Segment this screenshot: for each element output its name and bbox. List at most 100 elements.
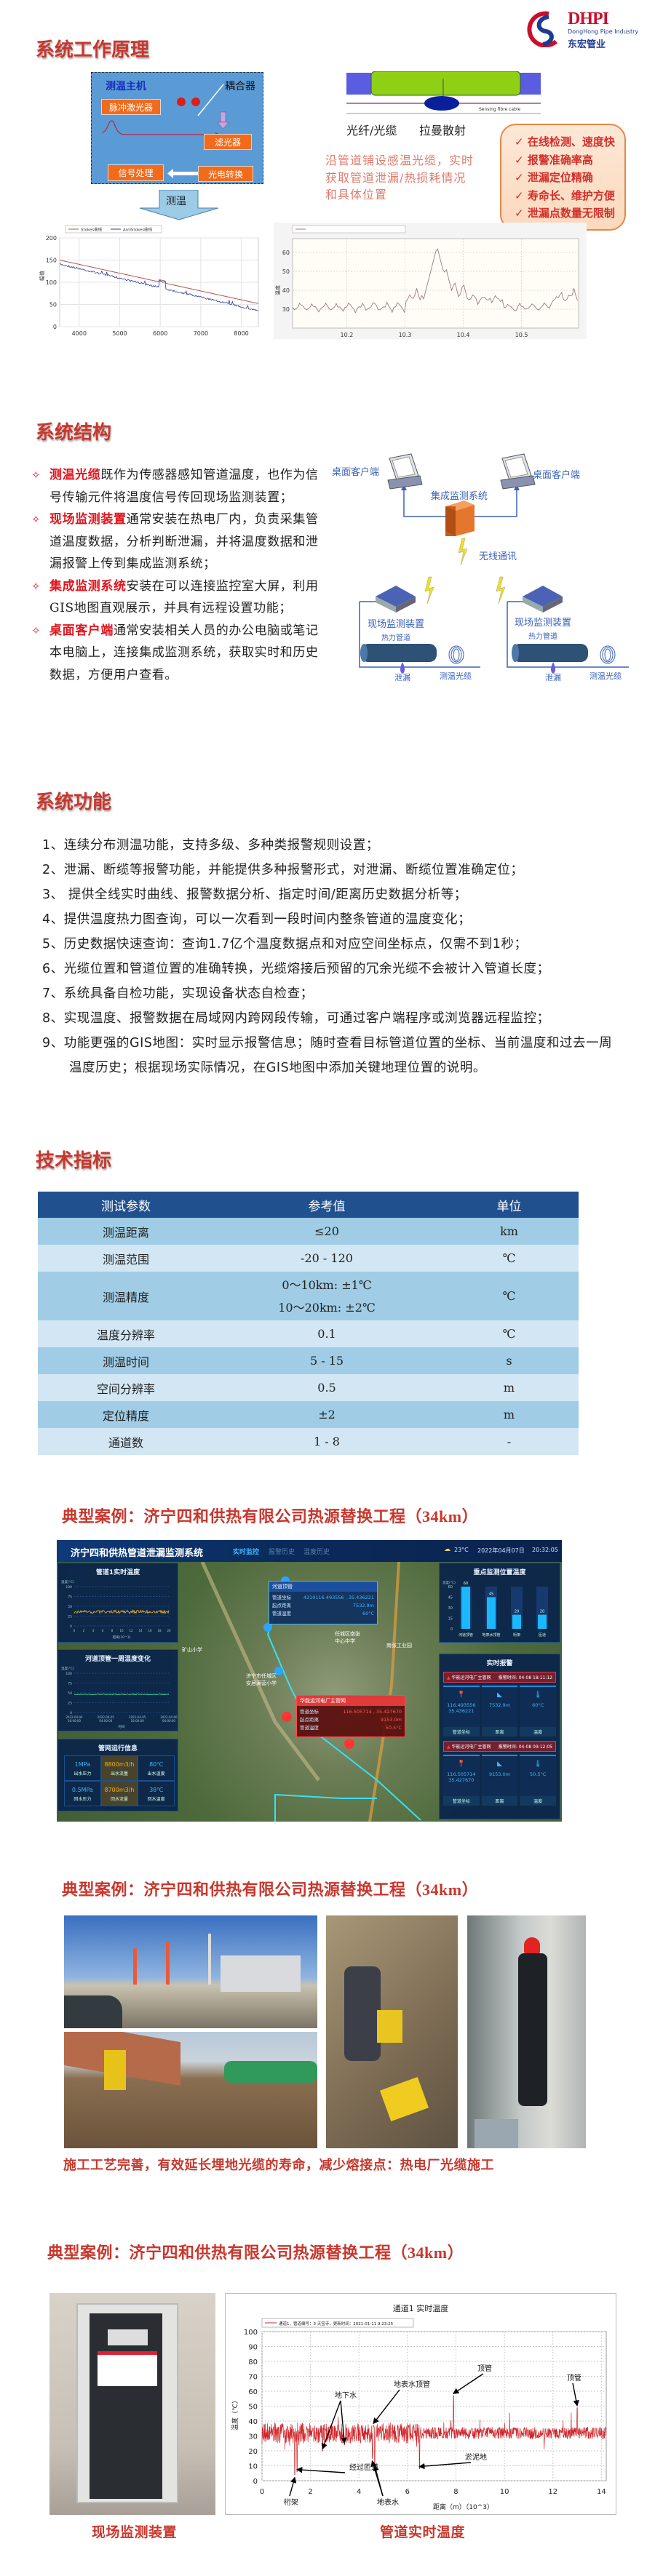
spec-unit: s bbox=[440, 1347, 579, 1374]
company-logo: DHPI DongHong Pipe Industry 东宏管业 bbox=[527, 9, 647, 50]
case1-title: 典型案例：济宁四和供热有限公司热源替换工程（34km） bbox=[62, 1507, 479, 1526]
panel-title: 实时报警 bbox=[486, 1660, 513, 1667]
bullet-icon: ✧ bbox=[31, 513, 41, 526]
x-axis-label: 时间 bbox=[119, 1724, 125, 1729]
weather-temp: 23°C bbox=[454, 1547, 469, 1553]
legend-box bbox=[292, 225, 406, 234]
features-box: ✓ 在线检测、速度快 ✓ 报警准确率高 ✓ 泄漏定位精确 ✓ 寿命长、维护方便 … bbox=[500, 124, 626, 231]
y-tick-label: 70 bbox=[248, 2374, 258, 2382]
network-info-cell: 38℃ 回水温度 bbox=[138, 1781, 175, 1806]
alarm-value: 116.505714 35.427670 bbox=[447, 1771, 476, 1783]
structure-item: ✧ 测温光缆既作为传感器感知管道温度，也作为信号传输元件将温度信号传回现场监测装置… bbox=[31, 464, 322, 509]
annotation-arrow bbox=[295, 2466, 346, 2473]
network-info-label: 出水流量 bbox=[110, 1771, 128, 1777]
bar bbox=[538, 1614, 547, 1629]
alarm-name: ▲ 华能运河电厂主管网 bbox=[447, 1675, 491, 1680]
x-tick-label: 6 bbox=[405, 2488, 410, 2496]
alarm-time: 报警时间: 04-08 09:12:05 bbox=[498, 1744, 552, 1750]
x-tick-label: 8 bbox=[111, 1629, 114, 1632]
alarm-value-label: 温度 bbox=[520, 1727, 556, 1736]
tab-temp-history[interactable]: 温度历史 bbox=[303, 1549, 330, 1556]
y-tick-label: 200 bbox=[46, 235, 57, 242]
structure-text: 通常安装在热电厂内，负责采集管道温度数据，分析判断泄漏，并将温度数据和泄漏报警上… bbox=[49, 512, 319, 571]
annotation-arrow bbox=[289, 2476, 297, 2497]
alarm-value: 60°C bbox=[532, 1702, 544, 1708]
structure-text: 通常安装相关人员的办公电脑或笔记本电脑上，连接集成监测系统，获取实时和历史数据，… bbox=[49, 623, 319, 682]
map-label: 济宁市任城区安居满营小学 bbox=[246, 1673, 277, 1686]
bullet-icon: ✧ bbox=[31, 579, 41, 593]
popup-river-pipe[interactable]: 河道顶管 管道坐标 4210116.493556 , 35.436221 起点距离… bbox=[269, 1581, 378, 1624]
feature-item: ✓ 泄漏点数量无限制 bbox=[515, 205, 624, 223]
check-icon: ✓ bbox=[515, 171, 524, 184]
alarm-value-cell: 🌡 50.5°C 温度 bbox=[520, 1755, 556, 1806]
structure-key: 测温光缆 bbox=[49, 468, 101, 482]
function-item: 9、功能更强的GIS地图：实时显示报警信息；随时查看目标管道位置的坐标、当前温度… bbox=[42, 1036, 613, 1075]
popup-alarm[interactable]: 华能运河电厂主管网 管道坐标 116.505714 , 35.427670 起点距… bbox=[296, 1695, 405, 1737]
spec-param: 测温范围 bbox=[38, 1245, 214, 1272]
pulse-wave bbox=[101, 120, 215, 135]
network-info-value: 0.5MPa bbox=[71, 1787, 93, 1793]
bar-value-label: 20 bbox=[515, 1610, 519, 1614]
spec-header: 参考值 bbox=[214, 1192, 440, 1218]
bar-category-label: 匝道 bbox=[539, 1632, 546, 1638]
feature-text: 泄漏点数量无限制 bbox=[527, 207, 615, 220]
y-tick-label: 20 bbox=[248, 2448, 258, 2456]
y-tick-label: 75 bbox=[68, 1682, 72, 1686]
x-tick-label: 2022-04-05 04:00:00 bbox=[98, 1715, 115, 1723]
alarm-list: ▲ 华能运河电厂主管网 报警时间: 04-08 18:11:12 📍 116.4935… bbox=[440, 1672, 560, 1806]
feature-item: ✓ 寿命长、维护方便 bbox=[515, 188, 624, 206]
annotation-label: 顶管 bbox=[477, 2364, 492, 2373]
down-arrow-icon bbox=[140, 190, 218, 220]
x-tick-label: 14 bbox=[138, 1629, 143, 1632]
x-tick-label: 10 bbox=[500, 2488, 509, 2496]
y-tick-label: 80 bbox=[248, 2358, 258, 2366]
spec-param: 空间分辨率 bbox=[38, 1374, 214, 1401]
logo-cn: 东宏管业 bbox=[568, 39, 606, 50]
y-axis-label: 温度(°C) bbox=[442, 1580, 456, 1585]
network-info-cell: 0.5MPa 回水压力 bbox=[64, 1781, 101, 1806]
structure-list: ✧ 测温光缆既作为传感器感知管道温度，也作为信号传输元件将温度信号传回现场监测装置… bbox=[31, 464, 322, 686]
popup-coord-label: 管道坐标 bbox=[300, 1709, 319, 1715]
spec-unit: ℃ bbox=[440, 1320, 579, 1347]
tab-realtime[interactable]: 实时监控 bbox=[233, 1549, 260, 1556]
temperature-line bbox=[292, 248, 578, 314]
thermometer-icon: 🌡 bbox=[533, 1691, 542, 1699]
ruler-icon: ◣ bbox=[497, 1760, 502, 1768]
server-label: 集成监测系统 bbox=[431, 490, 488, 502]
principle-description: 沿管道铺设感温光缆，实时获取管道泄漏/热损耗情况和具体位置 bbox=[325, 153, 475, 202]
x-tick-label: 4 bbox=[92, 1629, 95, 1632]
bar bbox=[512, 1614, 521, 1629]
bar-category-label: 河道顶管 bbox=[458, 1632, 473, 1638]
alarm-card[interactable]: ▲ 华能运河电厂主管网 报警时间: 04-08 18:11:12 📍 116.4935… bbox=[443, 1672, 556, 1736]
alarm-card[interactable]: ▲ 华能运河电厂主管网 报警时间: 04-08 09:12:05 📍 116.5057… bbox=[443, 1741, 556, 1806]
case2-title: 典型案例：济宁四和供热有限公司热源替换工程（34km） bbox=[62, 1881, 479, 1899]
network-info-cell: 80℃ 出水温度 bbox=[138, 1755, 175, 1781]
spec-row: 通道数 1 - 8- bbox=[38, 1428, 579, 1455]
alarm-value-cell: ◣ 7532.9m 距离 bbox=[481, 1686, 518, 1736]
y-tick-label: 60 bbox=[282, 250, 290, 256]
logo-mark: DHPI bbox=[568, 9, 609, 28]
y-tick-label: 0 bbox=[53, 324, 57, 330]
panel-network-info: 管网运行信息 1MPa 出水压力 8800m3/h 出水流量 80℃ 出水温度 0.5MPa… bbox=[57, 1739, 178, 1811]
spec-param: 测温时间 bbox=[38, 1347, 214, 1374]
cabinet-screen bbox=[98, 2351, 157, 2386]
check-icon: ✓ bbox=[515, 188, 524, 202]
feature-text: 寿命长、维护方便 bbox=[527, 188, 615, 202]
section-title-structure: 系统结构 bbox=[36, 422, 112, 443]
sensing-cable-label: Sensing fibre cable bbox=[479, 107, 521, 112]
panel-alarms: 实时报警 ▲ 华能运河电厂主管网 报警时间: 04-08 18:11:12 📍 116… bbox=[439, 1654, 560, 1819]
spec-row: 空间分辨率 0.5 m bbox=[38, 1374, 579, 1401]
fiber-pipe-graphic: Sensing fibre cable bbox=[346, 71, 541, 115]
structure-text: 安装在可以连接监控室大屏，利用GIS地图直观展示，并具有远程设置功能； bbox=[49, 578, 319, 616]
y-axis-label: 温度(°C) bbox=[61, 1666, 74, 1671]
spec-row: 定位精度 ±2 m bbox=[38, 1401, 579, 1428]
annotation-arrow bbox=[572, 2382, 579, 2406]
y-tick-label: 0 bbox=[450, 1627, 453, 1632]
network-info-value: 8800m3/h bbox=[104, 1761, 135, 1768]
laptop-icon bbox=[500, 453, 536, 490]
tab-alarm-history[interactable]: 报警历史 bbox=[269, 1549, 295, 1556]
popup-dist-label: 起点距离 bbox=[272, 1603, 291, 1608]
annotation-label: 经过匝道 bbox=[349, 2463, 378, 2472]
panel-week-temp: 河道顶管一周温度变化 0 25 50 75 100 温度(°C) 2022-04-04 16:… bbox=[57, 1649, 178, 1731]
legend-box bbox=[261, 2318, 414, 2328]
